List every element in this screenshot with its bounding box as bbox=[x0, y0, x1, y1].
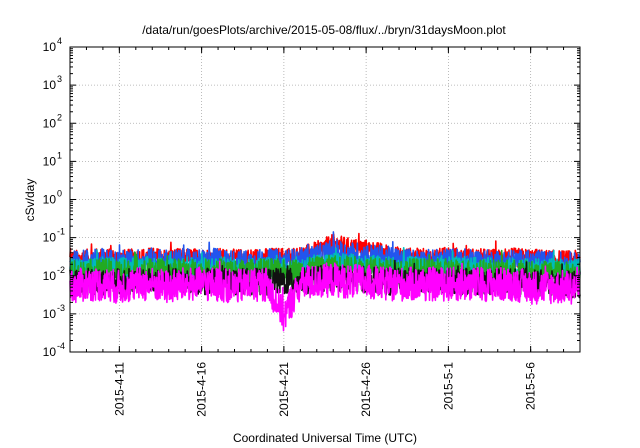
y-tick-exponent: -1 bbox=[57, 227, 65, 237]
x-tick-label: 2015-4-26 bbox=[359, 362, 373, 417]
x-tick-label: 2015-5-1 bbox=[441, 362, 455, 410]
y-tick-exponent: 0 bbox=[57, 189, 62, 199]
y-tick-exponent: 3 bbox=[57, 74, 62, 84]
x-tick-label: 2015-4-21 bbox=[277, 362, 291, 417]
y-tick-label: 10 bbox=[43, 345, 57, 359]
x-ticks: 2015-4-11 2015-4-16 2015-4-21 2015-4-26 2015… bbox=[69, 47, 581, 417]
y-tick-label: 10 bbox=[43, 193, 57, 207]
y-tick-label: 10 bbox=[43, 307, 57, 321]
y-tick-label: 10 bbox=[43, 231, 57, 245]
y-tick-exponent: 4 bbox=[57, 36, 62, 46]
y-tick-exponent: 1 bbox=[57, 150, 62, 160]
x-tick-label: 2015-4-16 bbox=[195, 362, 209, 417]
grid bbox=[70, 47, 580, 352]
x-axis-label: Coordinated Universal Time (UTC) bbox=[233, 431, 417, 445]
plot-lines bbox=[69, 231, 581, 332]
y-tick-label: 10 bbox=[43, 269, 57, 283]
x-tick-label: 2015-5-6 bbox=[524, 362, 538, 410]
series-line-magenta bbox=[69, 260, 581, 332]
x-tick-label: 2015-4-11 bbox=[112, 362, 126, 416]
y-tick-exponent: -3 bbox=[57, 303, 65, 313]
y-tick-label: 10 bbox=[43, 154, 57, 168]
y-tick-label: 10 bbox=[43, 40, 57, 54]
y-tick-exponent: -2 bbox=[57, 265, 65, 275]
y-tick-label: 10 bbox=[43, 116, 57, 130]
y-axis-label: cSv/day bbox=[23, 179, 37, 222]
y-tick-label: 10 bbox=[43, 78, 57, 92]
y-tick-exponent: -4 bbox=[57, 341, 65, 351]
chart-title: /data/run/goesPlots/archive/2015-05-08/f… bbox=[142, 23, 506, 37]
y-tick-exponent: 2 bbox=[57, 112, 62, 122]
